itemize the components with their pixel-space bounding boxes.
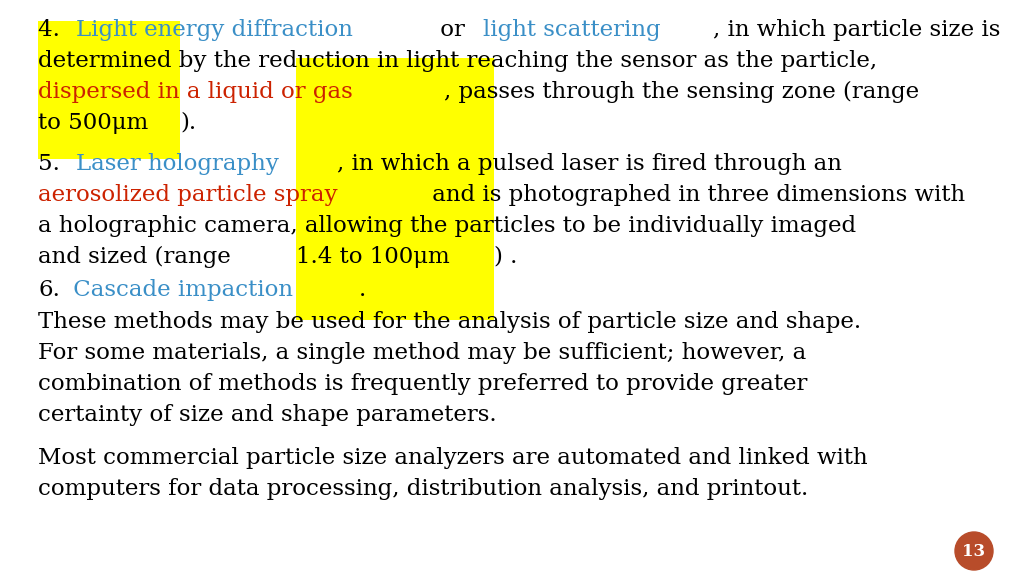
Text: Light energy diffraction: Light energy diffraction [76, 19, 352, 41]
Circle shape [955, 532, 993, 570]
Text: 13: 13 [963, 543, 985, 559]
Text: Laser holography: Laser holography [76, 153, 279, 175]
Text: These methods may be used for the analysis of particle size and shape.: These methods may be used for the analys… [38, 311, 861, 333]
Text: dispersed in a liquid or gas: dispersed in a liquid or gas [38, 81, 352, 103]
Text: certainty of size and shape parameters.: certainty of size and shape parameters. [38, 404, 497, 426]
Text: 5.: 5. [38, 153, 68, 175]
Text: aerosolized particle spray: aerosolized particle spray [38, 184, 338, 206]
Text: 6.: 6. [38, 279, 59, 301]
Text: , in which a pulsed laser is fired through an: , in which a pulsed laser is fired throu… [337, 153, 842, 175]
Text: combination of methods is frequently preferred to provide greater: combination of methods is frequently pre… [38, 373, 807, 395]
Text: , in which particle size is: , in which particle size is [713, 19, 999, 41]
Text: 4.: 4. [38, 19, 68, 41]
Text: Most commercial particle size analyzers are automated and linked with: Most commercial particle size analyzers … [38, 447, 867, 469]
Text: to 500μm: to 500μm [38, 112, 148, 134]
Text: light scattering: light scattering [483, 19, 660, 41]
Text: .: . [359, 279, 367, 301]
Text: a holographic camera, allowing the particles to be individually imaged: a holographic camera, allowing the parti… [38, 215, 856, 237]
FancyBboxPatch shape [296, 58, 495, 320]
Text: ) .: ) . [495, 246, 518, 268]
Text: or: or [433, 19, 472, 41]
Text: , passes through the sensing zone (range: , passes through the sensing zone (range [444, 81, 927, 103]
Text: and sized (range: and sized (range [38, 246, 238, 268]
Text: determined by the reduction in light reaching the sensor as the particle,: determined by the reduction in light rea… [38, 50, 878, 72]
Text: 1.4 to 100μm: 1.4 to 100μm [296, 246, 450, 268]
Text: and is photographed in three dimensions with: and is photographed in three dimensions … [425, 184, 965, 206]
Text: For some materials, a single method may be sufficient; however, a: For some materials, a single method may … [38, 342, 806, 364]
Text: ).: ). [180, 112, 197, 134]
Text: Cascade impaction: Cascade impaction [67, 279, 293, 301]
FancyBboxPatch shape [38, 21, 180, 159]
Text: computers for data processing, distribution analysis, and printout.: computers for data processing, distribut… [38, 478, 808, 500]
